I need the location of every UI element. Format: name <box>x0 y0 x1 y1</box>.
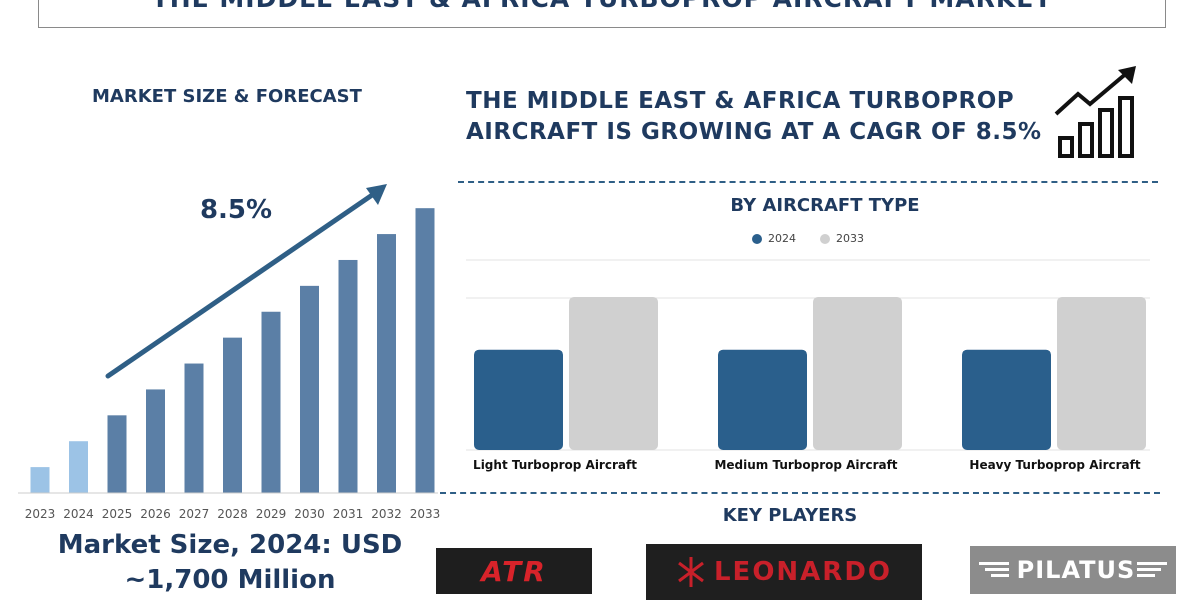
key-players-heading: KEY PLAYERS <box>722 505 858 526</box>
forecast-tick-2026: 2026 <box>140 507 171 520</box>
pilatus-logo-text: PILATUS <box>1016 556 1136 584</box>
growth-arrow-head <box>366 184 387 205</box>
type-bar-0-2033 <box>569 296 658 450</box>
legend-swatch-2033 <box>820 233 830 244</box>
forecast-bar-2032 <box>377 234 396 494</box>
growth-chart-icon <box>1054 66 1136 158</box>
forecast-tick-2031: 2031 <box>333 507 364 520</box>
type-bar-2-2033 <box>1057 296 1146 450</box>
forecast-tick-2027: 2027 <box>179 507 210 520</box>
forecast-bar-2033 <box>415 208 435 493</box>
legend-swatch-2024 <box>752 233 762 244</box>
market-size-heading: MARKET SIZE & FORECAST <box>92 86 362 107</box>
divider-top <box>458 181 1158 183</box>
cagr-headline: THE MIDDLE EAST & AFRICA TURBOPROP AIRCR… <box>466 88 1042 145</box>
forecast-tick-2030: 2030 <box>294 507 325 520</box>
legend-item-2033: 2033 <box>820 232 864 245</box>
forecast-tick-2032: 2032 <box>371 507 402 520</box>
aircraft-type-bar-chart: Light Turboprop Aircraft Medium Turboprop… <box>466 259 1150 472</box>
forecast-tick-2029: 2029 <box>256 507 287 520</box>
forecast-bar-2025 <box>107 415 127 493</box>
forecast-tick-2023: 2023 <box>25 507 56 520</box>
pilatus-wing-icon-right <box>1137 562 1168 577</box>
pilatus-logo: PILATUS <box>970 546 1176 594</box>
page-title: THE MIDDLE EAST & AFRICA TURBOPROP AIRCR… <box>39 0 1165 17</box>
growth-arrow <box>105 188 381 379</box>
forecast-tick-2028: 2028 <box>217 507 248 520</box>
forecast-bar-2028 <box>223 337 242 493</box>
chart-legend: 2024 2033 <box>752 232 882 245</box>
leonardo-logo-text: LEONARDO <box>713 557 893 587</box>
forecast-bar-2023 <box>30 467 50 493</box>
title-banner: THE MIDDLE EAST & AFRICA TURBOPROP AIRCR… <box>38 0 1166 28</box>
forecast-bar-2029 <box>261 311 281 493</box>
forecast-tick-2024: 2024 <box>63 507 94 520</box>
forecast-bar-2031 <box>338 259 358 493</box>
forecast-bar-2027 <box>184 363 204 493</box>
pilatus-wing-icon <box>978 562 1009 577</box>
market-size-callout: Market Size, 2024: USD ~1,700 Million <box>10 528 450 598</box>
market-size-line-2: ~1,700 Million <box>124 565 336 595</box>
forecast-bar-2026 <box>146 389 165 493</box>
type-bar-1-2024 <box>718 349 807 450</box>
atr-logo: ATR <box>436 548 592 594</box>
type-bar-2-2024 <box>962 349 1051 450</box>
divider-bottom <box>440 492 1160 494</box>
forecast-bar-2024 <box>69 441 88 493</box>
cagr-annotation: 8.5% <box>200 195 272 225</box>
legend-label-2024: 2024 <box>768 232 796 245</box>
type-category-label-0: Light Turboprop Aircraft <box>473 458 637 472</box>
forecast-tick-2025: 2025 <box>102 507 133 520</box>
type-bar-0-2024 <box>474 349 563 450</box>
type-category-label-1: Medium Turboprop Aircraft <box>714 458 897 472</box>
legend-label-2033: 2033 <box>836 232 864 245</box>
aircraft-type-heading: BY AIRCRAFT TYPE <box>730 195 920 216</box>
leonardo-emblem-icon <box>678 557 704 587</box>
forecast-bar-chart: 2023 2024 2025 2026 2027 2028 2029 2030 2031 2032… <box>18 184 441 520</box>
type-bar-1-2033 <box>813 296 902 450</box>
forecast-bar-2030 <box>300 285 319 493</box>
legend-item-2024: 2024 <box>752 232 796 245</box>
atr-logo-text: ATR <box>481 554 547 588</box>
forecast-tick-2033: 2033 <box>410 507 441 520</box>
market-size-line-1: Market Size, 2024: USD <box>57 530 403 560</box>
type-category-label-2: Heavy Turboprop Aircraft <box>969 458 1140 472</box>
leonardo-logo: LEONARDO <box>646 544 922 600</box>
